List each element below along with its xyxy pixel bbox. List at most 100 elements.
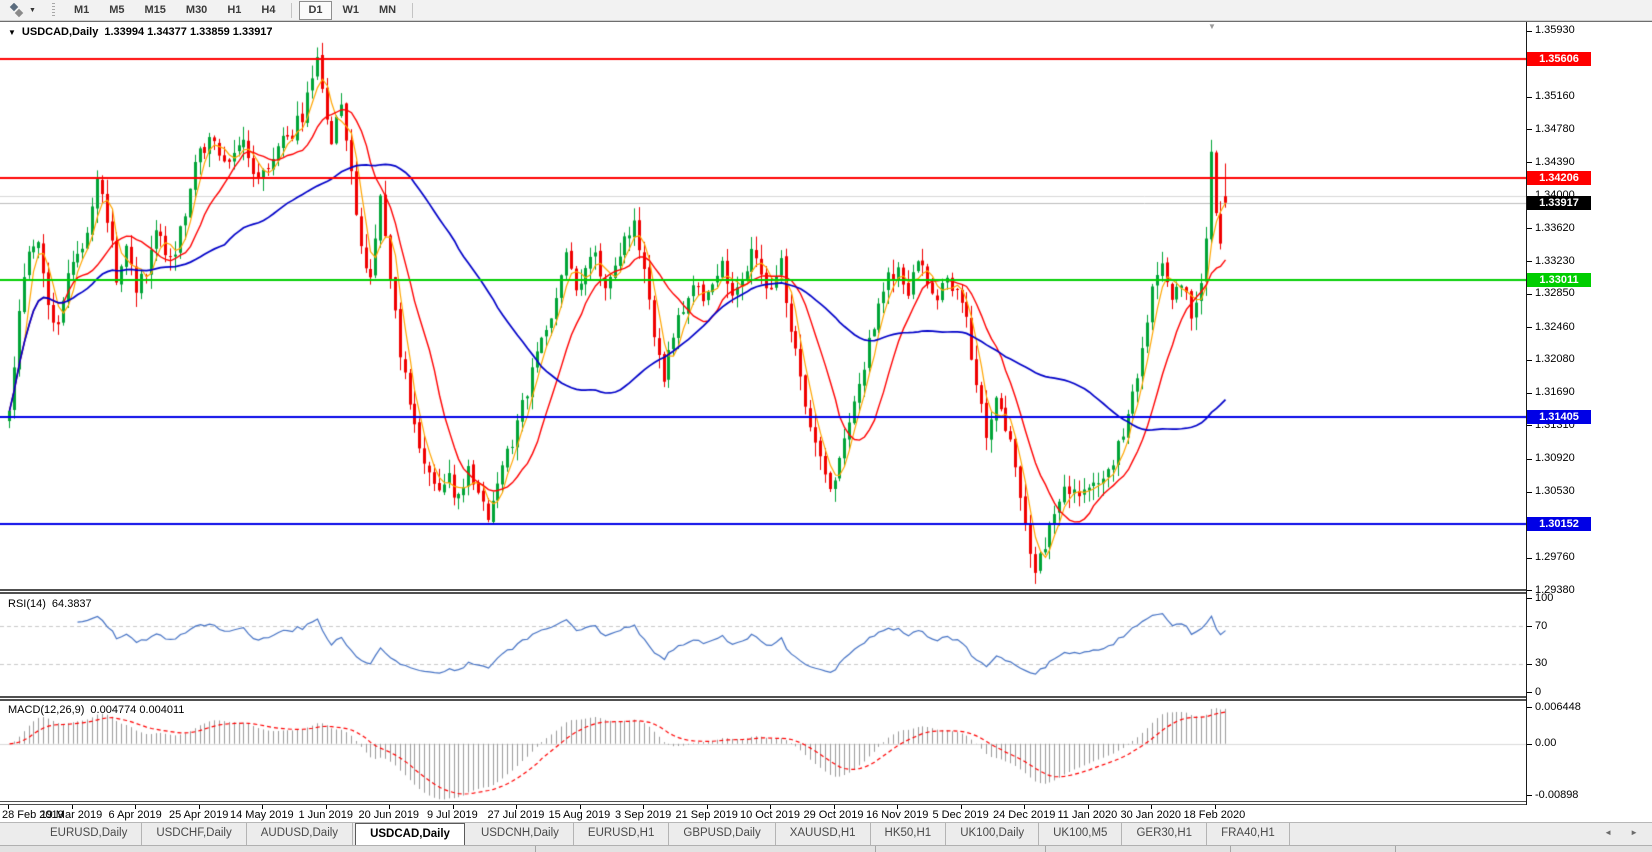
timeframe-button[interactable]: W1 <box>334 1 369 20</box>
chart-tab[interactable]: USDCAD,Daily <box>355 822 465 846</box>
price-tick-label: 1.35930 <box>1535 24 1575 37</box>
price-tick-label-tick <box>1527 590 1532 592</box>
price-tick-label-tick <box>1527 30 1532 32</box>
price-tick-label: 1.32850 <box>1535 287 1575 300</box>
chart-tab[interactable]: XAUUSD,H1 <box>776 822 871 846</box>
date-tick-label: 6 Apr 2019 <box>108 809 162 821</box>
price-tick-label: 1.32080 <box>1535 353 1575 366</box>
macd-axis-label-tick <box>1527 743 1532 745</box>
date-tick-label: 20 Jun 2019 <box>358 809 420 821</box>
date-tick-label: 14 May 2019 <box>230 809 294 821</box>
date-tick <box>389 805 390 809</box>
macd-axis-label: 0.00 <box>1535 737 1557 750</box>
date-tick <box>897 805 898 809</box>
chart-tab[interactable]: EURUSD,H1 <box>574 822 670 846</box>
price-tick-label-tick <box>1527 228 1532 230</box>
hline-badge: 1.30152 <box>1527 517 1591 532</box>
date-tick-label: 1 Jun 2019 <box>298 809 353 821</box>
chart-tab[interactable]: GBPUSD,Daily <box>669 822 776 846</box>
date-tick <box>833 805 835 809</box>
price-tick-label: 1.29380 <box>1535 583 1575 596</box>
timeframe-button[interactable]: MN <box>370 1 405 20</box>
date-tick-label: 25 Apr 2019 <box>169 809 229 821</box>
timeframe-button[interactable]: M1 <box>65 1 98 20</box>
date-tick <box>1151 805 1152 809</box>
date-tick <box>516 805 517 809</box>
panel-separator[interactable] <box>0 589 1526 594</box>
date-tick <box>1087 805 1089 809</box>
rsi-canvas[interactable] <box>0 594 1526 696</box>
chart-title: ▼ USDCAD,Daily 1.33994 1.34377 1.33859 1… <box>8 26 273 38</box>
chart-tab-label: EURUSD,Daily <box>50 826 128 839</box>
price-tick-label: 1.29760 <box>1535 551 1575 564</box>
price-tick-label-tick <box>1527 96 1532 98</box>
chart-shift-marker-icon[interactable]: ▼ <box>1208 22 1216 31</box>
chart-tab[interactable]: USDCNH,Daily <box>467 822 574 846</box>
chart-tab[interactable]: EURUSD,Daily <box>36 822 143 846</box>
macd-axis-label-tick <box>1527 795 1532 796</box>
rsi-axis-label: 70 <box>1535 619 1548 632</box>
chart-tab[interactable]: FRA40,H1 <box>1207 822 1290 846</box>
splitter-notch <box>875 846 876 852</box>
date-tick <box>198 805 200 809</box>
chart-tab-label: FRA40,H1 <box>1221 826 1275 839</box>
tab-scroll-arrows: ◄ ► <box>1604 828 1638 837</box>
price-tick-label: 1.34390 <box>1535 155 1575 168</box>
date-tick <box>1024 805 1025 809</box>
price-tick-label-tick <box>1527 129 1532 131</box>
chart-tab-label: GBPUSD,Daily <box>683 826 761 839</box>
timeframe-group-2: D1 W1 MN <box>298 0 406 20</box>
chart-tab-label: USDCHF,Daily <box>156 826 232 839</box>
rsi-axis-label-tick <box>1527 663 1532 665</box>
panel-separator[interactable] <box>0 696 1526 701</box>
splitter-notch <box>1045 846 1046 852</box>
bottom-splitter-strip[interactable] <box>0 845 1652 852</box>
timeframe-button[interactable]: H1 <box>218 1 250 20</box>
date-tick-label: 27 Jul 2019 <box>487 809 545 821</box>
price-tick-label: 1.35160 <box>1535 90 1575 103</box>
current-price-badge: 1.33917 <box>1527 195 1591 210</box>
hline-badge: 1.35606 <box>1527 51 1591 66</box>
date-tick <box>262 805 263 809</box>
date-tick-label: 11 Jan 2020 <box>1057 809 1118 821</box>
timeframe-button[interactable]: M5 <box>100 1 133 20</box>
chart-tab[interactable]: UK100,Daily <box>946 822 1040 846</box>
date-tick-label: 15 Aug 2019 <box>548 809 611 821</box>
timeframe-button[interactable]: M30 <box>177 1 216 20</box>
chart-tab[interactable]: USDCHF,Daily <box>142 822 247 846</box>
price-tick-label: 1.33230 <box>1535 254 1575 267</box>
date-tick <box>706 805 708 809</box>
chart-tab[interactable]: AUDUSD,Daily <box>247 822 354 846</box>
macd-axis-label: 0.006448 <box>1535 700 1581 713</box>
chart-tab[interactable]: HK50,H1 <box>871 822 947 846</box>
date-tick <box>325 805 327 809</box>
timeframe-button[interactable]: M15 <box>136 1 175 20</box>
date-axis[interactable]: 28 Feb 2019 19 Mar 2019 6 Apr 2019 25 Apr 2… <box>0 805 1652 822</box>
chart-tab-label: USDCNH,Daily <box>480 826 559 839</box>
date-tick-label: 16 Nov 2019 <box>866 809 929 821</box>
symbol-caret-icon[interactable]: ▼ <box>8 27 16 37</box>
toolbar-drag-handle[interactable] <box>51 3 55 17</box>
dropdown-caret-icon[interactable]: ▼ <box>29 6 36 14</box>
chart-tab-label: AUDUSD,Daily <box>260 826 339 839</box>
date-tick <box>452 805 454 809</box>
tab-scroll-right-icon[interactable]: ► <box>1630 828 1638 837</box>
chart-tab[interactable]: GER30,H1 <box>1122 822 1208 846</box>
tab-scroll-left-icon[interactable]: ◄ <box>1604 828 1613 837</box>
price-tick-label: 1.31690 <box>1535 386 1575 399</box>
rsi-axis-label: 30 <box>1535 657 1548 670</box>
chart-tab[interactable]: UK100,M5 <box>1039 822 1123 846</box>
timeframe-button[interactable]: D1 <box>299 0 332 20</box>
price-tick-label-tick <box>1527 162 1532 164</box>
price-tick-label-tick <box>1527 359 1532 361</box>
date-tick <box>8 805 9 809</box>
price-axis[interactable]: 1.359301.355501.351601.347801.343901.340… <box>1526 22 1652 805</box>
timeframe-button[interactable]: H4 <box>252 1 284 20</box>
main-chart-canvas[interactable] <box>0 22 1526 589</box>
price-tick-label-tick <box>1527 392 1532 394</box>
arrange-windows-icon[interactable] <box>7 2 25 18</box>
macd-canvas[interactable] <box>0 701 1526 801</box>
macd-axis-label: -0.00898 <box>1535 788 1579 801</box>
date-tick-label: 21 Sep 2019 <box>675 809 738 821</box>
price-tick-label: 1.32460 <box>1535 320 1575 333</box>
